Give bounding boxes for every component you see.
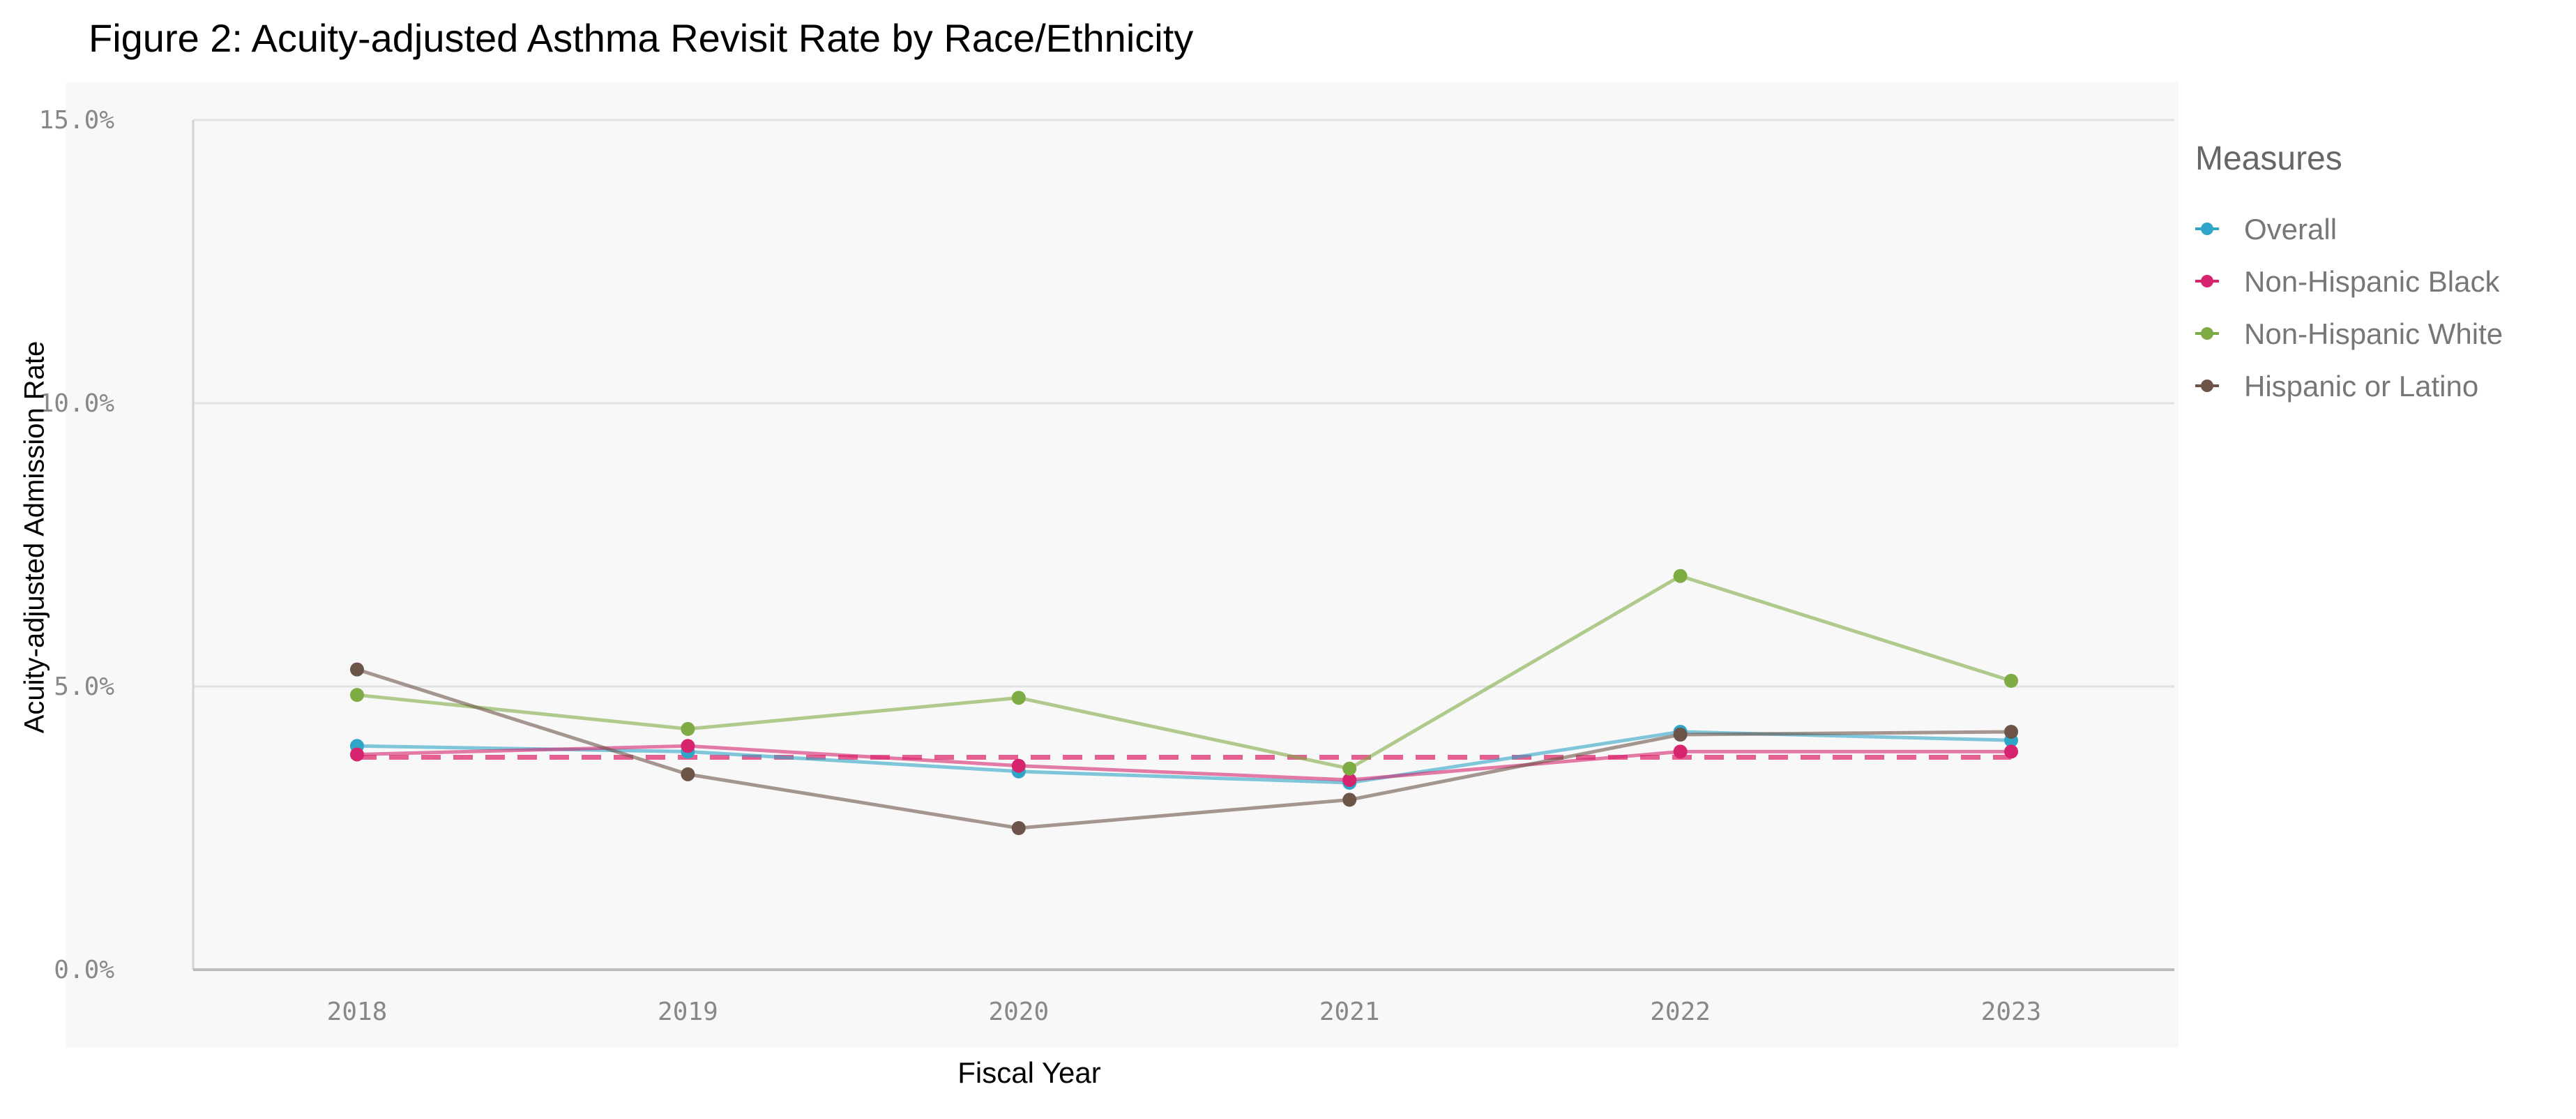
data-point	[681, 767, 695, 781]
data-point	[1673, 569, 1688, 583]
legend-label: Overall	[2244, 213, 2337, 246]
data-point	[681, 739, 695, 753]
legend-marker	[2201, 327, 2213, 340]
chart-panel	[66, 82, 2179, 1048]
data-point	[1011, 821, 1026, 835]
data-point	[1342, 761, 1357, 776]
legend-marker	[2201, 223, 2213, 235]
x-tick-label: 2018	[327, 998, 388, 1026]
data-point	[1011, 691, 1026, 705]
data-point	[350, 688, 364, 703]
y-tick-label: 10.0%	[39, 389, 115, 418]
series-line	[356, 668, 2012, 830]
data-point	[1011, 758, 1026, 773]
x-tick-label: 2021	[1319, 998, 1380, 1026]
legend-marker	[2201, 380, 2213, 392]
y-tick-label: 5.0%	[54, 673, 114, 701]
y-tick-label: 15.0%	[39, 106, 115, 135]
data-point	[2004, 724, 2018, 739]
series-line	[356, 730, 2012, 785]
y-axis-title: Acuity-adjusted Admission Rate	[19, 340, 50, 734]
legend-title: Measures	[2195, 140, 2342, 177]
series-line	[356, 744, 2011, 782]
data-point	[1342, 793, 1357, 807]
legend-label: Non-Hispanic Black	[2244, 265, 2500, 298]
x-axis-title: Fiscal Year	[957, 1056, 1101, 1089]
legend-marker	[2201, 275, 2213, 287]
series-lines	[350, 569, 2018, 835]
data-point	[350, 747, 364, 762]
x-tick-label: 2023	[1981, 998, 2042, 1026]
data-point	[1673, 728, 1688, 742]
data-point	[1342, 772, 1357, 787]
y-tick-label: 0.0%	[54, 956, 114, 984]
x-tick-label: 2019	[658, 998, 718, 1026]
series-line	[356, 574, 2012, 771]
x-tick-label: 2020	[988, 998, 1049, 1026]
gridlines	[193, 119, 2174, 688]
data-point	[681, 721, 695, 736]
data-point	[2004, 744, 2018, 759]
legend: Measures Overall Non-Hispanic Black Non-His…	[2195, 140, 2503, 403]
data-point	[350, 662, 364, 677]
figure-title: Figure 2: Acuity-adjusted Asthma Revisit…	[89, 16, 1194, 60]
x-tick-label: 2022	[1650, 998, 1711, 1026]
data-point	[1673, 744, 1688, 759]
legend-label: Non-Hispanic White	[2244, 317, 2503, 350]
axes: 0.0% 5.0% 10.0% 15.0% 2018 2019 2020 2021 2022 20…	[39, 106, 2174, 1026]
legend-label: Hispanic or Latino	[2244, 370, 2478, 403]
data-point	[2004, 673, 2018, 688]
